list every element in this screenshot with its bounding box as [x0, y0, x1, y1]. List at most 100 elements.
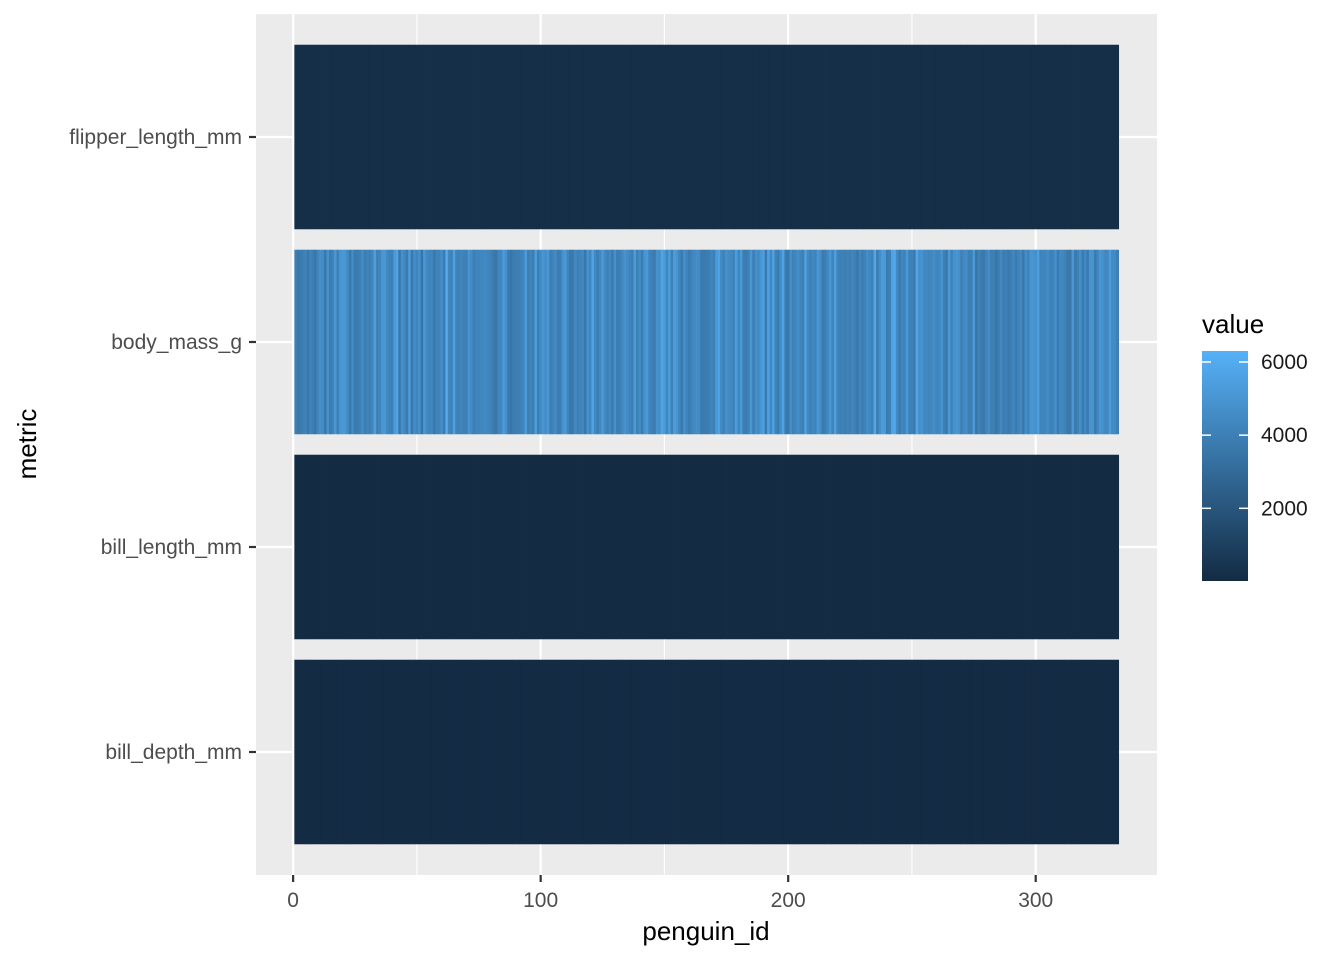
heatmap-tile [868, 249, 872, 435]
heatmap-tile [559, 249, 563, 435]
heatmap-tile [393, 659, 397, 845]
heatmap-tile [1083, 249, 1087, 435]
heatmap-tile [670, 44, 674, 230]
heatmap-tile [529, 44, 533, 230]
heatmap-tile [967, 249, 971, 435]
heatmap-tile [905, 659, 909, 845]
heatmap-tile [712, 249, 716, 435]
heatmap-tile [1024, 44, 1028, 230]
y-axis: bill_depth_mm bill_length_mm body_mass_g fl… [69, 126, 256, 764]
heatmap-tile [423, 659, 426, 845]
heatmap-tile [695, 249, 699, 435]
heatmap-tile [336, 454, 340, 640]
heatmap-tile [301, 249, 305, 435]
heatmap-tile [824, 249, 827, 435]
heatmap-tile [752, 659, 756, 845]
heatmap-tile [596, 659, 600, 845]
heatmap-tile [826, 249, 830, 435]
heatmap-tile [980, 454, 983, 640]
heatmap-tile [796, 454, 800, 640]
heatmap-tile [843, 659, 847, 845]
heatmap-tile [1044, 249, 1048, 435]
heatmap-tile [682, 249, 686, 435]
heatmap-tile [935, 454, 939, 640]
heatmap-tile [536, 249, 540, 435]
heatmap-tile [398, 44, 402, 230]
heatmap-tile [660, 44, 664, 230]
heatmap-tile [977, 249, 981, 435]
x-tick-label: 300 [1018, 889, 1053, 912]
heatmap-tile [541, 659, 545, 845]
heatmap-tile [425, 454, 429, 640]
heatmap-tile [908, 454, 912, 640]
heatmap-tile [940, 659, 944, 845]
heatmap-tile [321, 249, 325, 435]
heatmap-tile [1096, 659, 1100, 845]
heatmap-tile [346, 659, 350, 845]
heatmap-tile [1022, 659, 1025, 845]
heatmap-tile [890, 454, 894, 640]
heatmap-tile [319, 44, 322, 230]
heatmap-tile [361, 659, 365, 845]
heatmap-tile [1074, 44, 1077, 230]
heatmap-tile [928, 44, 931, 230]
heatmap-tile [692, 249, 696, 435]
heatmap-tile [606, 659, 610, 845]
heatmap-tile [462, 44, 466, 230]
heatmap-tile [341, 659, 345, 845]
heatmap-tile [846, 249, 850, 435]
heatmap-tile [685, 659, 689, 845]
heatmap-tile [1083, 44, 1087, 230]
heatmap-tile [734, 454, 738, 640]
heatmap-tile [581, 454, 585, 640]
heatmap-tile [960, 249, 964, 435]
heatmap-tile [1106, 454, 1110, 640]
heatmap-tile [593, 44, 597, 230]
heatmap-tile [472, 659, 476, 845]
heatmap-tile [341, 44, 345, 230]
heatmap-tile [586, 454, 590, 640]
heatmap-tile [692, 659, 696, 845]
y-tick-label: bill_depth_mm [105, 741, 242, 764]
heatmap-tile [980, 249, 983, 435]
heatmap-tile [465, 659, 469, 845]
heatmap-tile [1064, 659, 1068, 845]
heatmap-tile [413, 249, 417, 435]
heatmap-tile [940, 44, 944, 230]
heatmap-tile [1059, 659, 1063, 845]
heatmap-tile [601, 249, 605, 435]
heatmap-tile [524, 454, 528, 640]
heatmap-tile [1027, 659, 1030, 845]
heatmap-tile [829, 454, 832, 640]
heatmap-tile [821, 44, 825, 230]
heatmap-tile [564, 249, 568, 435]
heatmap-tile [358, 454, 362, 640]
heatmap-tile [685, 44, 689, 230]
heatmap-tile [306, 44, 310, 230]
heatmap-tile [1044, 454, 1048, 640]
heatmap-tile [1071, 659, 1075, 845]
heatmap-tile [1098, 454, 1102, 640]
heatmap-tile [569, 44, 572, 230]
heatmap-tile [658, 44, 662, 230]
heatmap-tile [690, 454, 694, 640]
heatmap-tile [900, 249, 904, 435]
heatmap-tile [1059, 44, 1063, 230]
heatmap-tile [383, 44, 387, 230]
heatmap-tile [789, 44, 793, 230]
heatmap-tile [1088, 249, 1092, 435]
heatmap-tile [747, 454, 751, 640]
heatmap-tile [336, 44, 340, 230]
heatmap-tile [299, 249, 303, 435]
heatmap-tile [631, 454, 634, 640]
heatmap-tile [1051, 44, 1055, 230]
heatmap-tile [833, 44, 837, 230]
heatmap-tile [1081, 454, 1085, 640]
heatmap-tile [858, 659, 862, 845]
heatmap-tile [801, 659, 805, 845]
heatmap-tile [1081, 44, 1085, 230]
heatmap-tile [512, 659, 516, 845]
heatmap-tile [668, 249, 672, 435]
heatmap-tile [423, 44, 426, 230]
heatmap-tile [989, 454, 993, 640]
